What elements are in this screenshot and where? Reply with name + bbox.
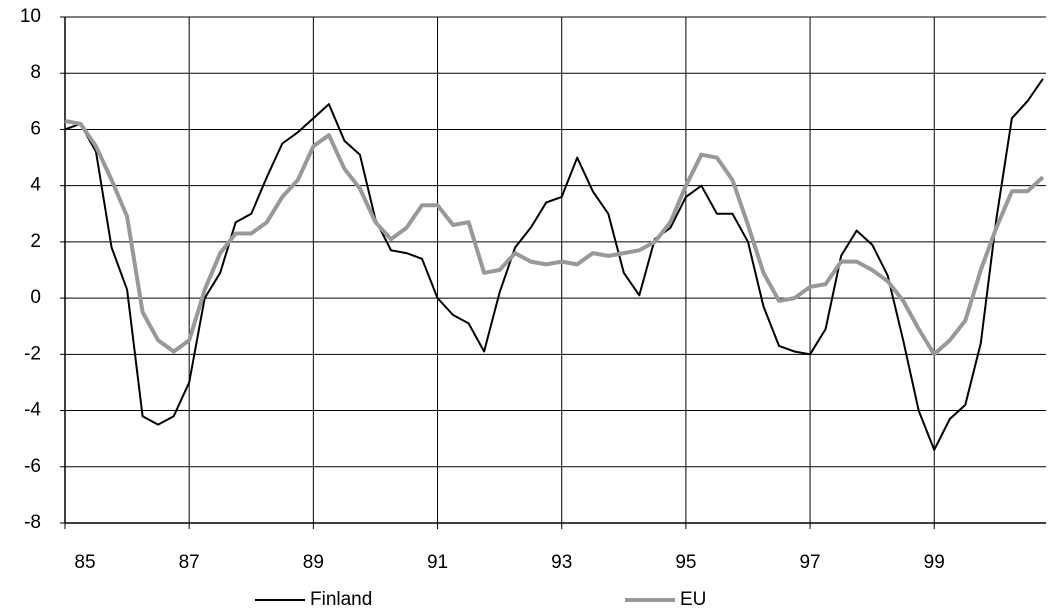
y-tick-label: 2 <box>30 231 41 252</box>
legend-label: EU <box>680 589 706 610</box>
y-tick-label: 10 <box>20 6 41 27</box>
series-line <box>64 78 1044 451</box>
legend-label: Finland <box>310 589 372 610</box>
x-tick-label: 89 <box>303 552 324 573</box>
x-tick-label: 91 <box>427 552 448 573</box>
y-tick-label: 8 <box>30 62 41 83</box>
y-tick-label: -4 <box>24 400 41 421</box>
x-tick-label: 97 <box>799 552 820 573</box>
x-tick-label: 87 <box>179 552 200 573</box>
y-tick-label: -2 <box>24 343 41 364</box>
x-tick-label: 95 <box>675 552 696 573</box>
y-tick-label: -6 <box>24 456 41 477</box>
x-tick-label: 93 <box>551 552 572 573</box>
y-tick-label: -8 <box>24 512 41 533</box>
y-tick-label: 6 <box>30 118 41 139</box>
x-tick-label: 99 <box>924 552 945 573</box>
x-tick-label: 85 <box>74 552 95 573</box>
y-tick-label: 0 <box>30 287 41 308</box>
series-line <box>64 119 1045 357</box>
y-tick-label: 4 <box>30 175 41 196</box>
